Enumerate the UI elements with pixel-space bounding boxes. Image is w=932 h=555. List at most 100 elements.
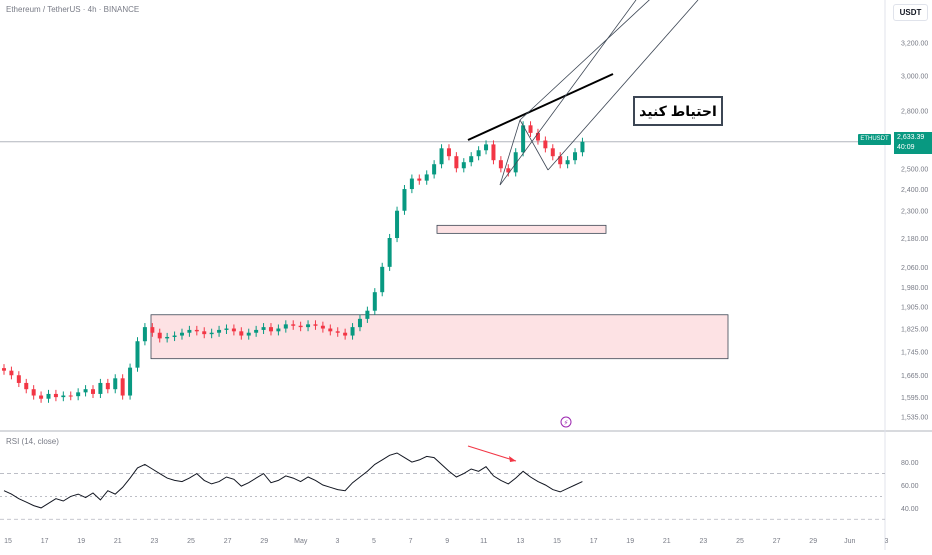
- candle-body: [558, 156, 563, 165]
- x-tick-label: 21: [663, 538, 671, 545]
- candle-body: [135, 341, 140, 368]
- annotation-note[interactable]: احتیاط کنید: [633, 96, 723, 126]
- candle-body: [395, 210, 400, 239]
- x-tick-label: 29: [260, 538, 268, 545]
- candle-body: [543, 140, 548, 149]
- x-tick-label: 23: [700, 538, 708, 545]
- resistance-trendline: [467, 73, 614, 141]
- candle-body: [61, 395, 66, 398]
- y-tick-label: 2,500.00: [901, 166, 928, 173]
- candle-body: [498, 160, 503, 169]
- candle-body: [268, 327, 273, 332]
- candle-body: [239, 331, 244, 336]
- candle-body: [432, 164, 437, 175]
- candle-body: [120, 378, 125, 396]
- candle-body: [276, 328, 281, 332]
- candle-body: [2, 368, 6, 371]
- pattern-line-b: [499, 119, 521, 186]
- y-tick-label: 2,300.00: [901, 209, 928, 216]
- candle-body: [387, 238, 392, 267]
- candle-body: [150, 327, 155, 333]
- candle-body: [142, 327, 147, 342]
- rsi-y-tick-label: 40.00: [901, 506, 919, 513]
- candle-body: [491, 144, 496, 161]
- pattern-line-a: [519, 119, 549, 171]
- candle-body: [439, 148, 444, 165]
- support-zone-1: [436, 224, 607, 234]
- candle-body: [68, 395, 73, 397]
- x-tick-label: Jun: [844, 538, 855, 545]
- candle-body: [409, 178, 414, 190]
- candle-body: [16, 375, 21, 383]
- x-tick-label: 25: [736, 538, 744, 545]
- x-tick-label: 19: [626, 538, 634, 545]
- candle-body: [402, 189, 407, 211]
- x-tick-label: 13: [517, 538, 525, 545]
- y-tick-label: 1,980.00: [901, 285, 928, 292]
- y-tick-label: 1,745.00: [901, 349, 928, 356]
- candle-body: [76, 392, 81, 397]
- candle-body: [194, 329, 199, 332]
- candle-body: [24, 382, 29, 390]
- candle-body: [343, 332, 348, 336]
- candle-body: [209, 332, 214, 335]
- candle-body: [335, 331, 340, 333]
- rsi-y-tick-label: 80.00: [901, 460, 919, 467]
- y-tick-label: 2,180.00: [901, 236, 928, 243]
- candle-body: [172, 335, 177, 337]
- y-tick-label: 1,825.00: [901, 327, 928, 334]
- x-tick-label: 7: [409, 538, 413, 545]
- candle-body: [231, 328, 236, 332]
- x-tick-label: 27: [224, 538, 232, 545]
- candle-body: [573, 152, 578, 161]
- x-tick-label: 17: [41, 538, 49, 545]
- candle-body: [165, 336, 170, 339]
- y-tick-label: 2,800.00: [901, 109, 928, 116]
- x-tick-label: May: [294, 538, 308, 545]
- candle-body: [53, 393, 58, 398]
- x-tick-label: 17: [590, 538, 598, 545]
- rsi-y-tick-label: 60.00: [901, 483, 919, 490]
- candle-body: [550, 148, 555, 157]
- candle-body: [320, 325, 325, 329]
- candle-body: [461, 162, 466, 169]
- y-tick-label: 1,535.00: [901, 415, 928, 422]
- price-tag-value: 2,633.39: [897, 134, 925, 141]
- candle-body: [328, 328, 333, 332]
- candle-body: [224, 328, 229, 330]
- candle-body: [446, 148, 451, 157]
- x-tick-label: 23: [151, 538, 159, 545]
- candle-body: [246, 332, 251, 336]
- candle-body: [365, 310, 370, 319]
- chart-title: Ethereum / TetherUS · 4h · BINANCE: [6, 5, 140, 14]
- candle-body: [372, 292, 377, 311]
- candle-body: [113, 378, 118, 390]
- x-tick-label: 3: [335, 538, 339, 545]
- channel-line-lower: [499, 0, 637, 186]
- x-tick-label: 3: [884, 538, 888, 545]
- candle-body: [217, 329, 222, 333]
- candle-body: [298, 325, 303, 328]
- candle-body: [306, 324, 311, 328]
- candle-body: [580, 141, 585, 153]
- candle-body: [350, 327, 355, 336]
- candle-body: [157, 332, 162, 339]
- candle-body: [179, 332, 184, 336]
- x-tick-label: 27: [773, 538, 781, 545]
- candle-body: [83, 389, 88, 393]
- event-marker: [560, 416, 572, 428]
- candle-body: [313, 324, 318, 326]
- currency-button[interactable]: USDT: [893, 4, 928, 21]
- price-tag: 2,633.39 40:09: [894, 132, 932, 154]
- x-tick-label: 9: [445, 538, 449, 545]
- candle-body: [528, 125, 533, 133]
- candle-body: [128, 367, 133, 396]
- rsi-divergence-arrowhead: [509, 456, 516, 462]
- candle-body: [31, 389, 36, 396]
- y-tick-label: 3,000.00: [901, 73, 928, 80]
- candle-body: [39, 395, 44, 399]
- x-tick-label: 15: [4, 538, 12, 545]
- event-marker-icon: ⚡: [564, 419, 569, 427]
